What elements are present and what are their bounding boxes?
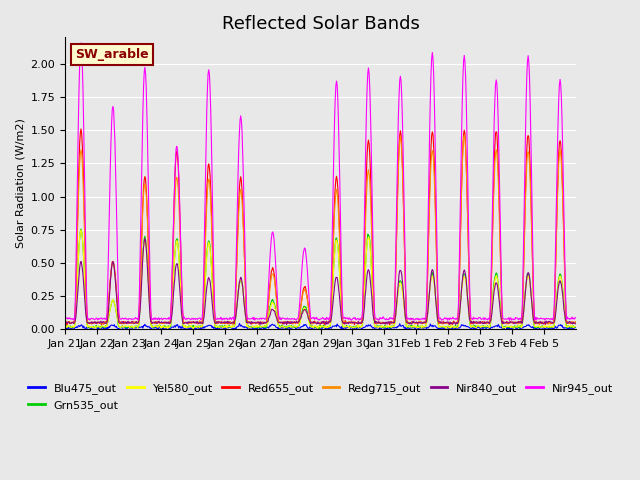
Blu475_out [241,324,249,330]
Red655_out [216,320,223,325]
Nir840_out [241,306,248,312]
Line: Yel580_out: Yel580_out [65,230,575,329]
Nir945_out [61,315,69,321]
Yel580_out [61,324,69,330]
Grn535_out [77,226,85,232]
Nir840_out [61,320,69,326]
Redg715_out [121,320,129,325]
Blu475_out [261,325,269,331]
Grn535_out [216,323,223,329]
Yel580_out [374,324,381,330]
Blu475_out [403,325,410,331]
Grn535_out [260,324,268,330]
Blu475_out [572,324,579,330]
Blu475_out [63,326,71,332]
Red655_out [572,320,579,325]
Grn535_out [572,324,579,330]
Redg715_out [372,320,380,326]
Legend: Blu475_out, Grn535_out, Yel580_out, Red655_out, Redg715_out, Nir840_out, Nir945_: Blu475_out, Grn535_out, Yel580_out, Red6… [24,379,618,415]
Red655_out [122,319,129,325]
Nir945_out [402,284,410,290]
Grn535_out [122,324,129,330]
Redg715_out [240,245,248,251]
Nir945_out [373,316,381,322]
Red655_out [61,320,69,325]
Redg715_out [536,322,543,327]
Line: Nir840_out: Nir840_out [65,239,575,324]
Redg715_out [401,270,409,276]
Line: Redg715_out: Redg715_out [65,135,575,324]
Grn535_out [374,323,381,329]
Redg715_out [572,319,579,324]
Red655_out [241,260,248,265]
Redg715_out [259,320,267,326]
Nir945_out [260,315,268,321]
Nir840_out [374,320,381,325]
Nir945_out [122,315,129,321]
Red655_out [373,320,381,325]
Grn535_out [316,326,323,332]
Nir945_out [216,316,223,322]
Yel580_out [572,324,579,329]
Grn535_out [403,323,410,329]
Yel580_out [189,326,197,332]
Nir840_out [141,236,148,241]
Nir840_out [283,322,291,327]
Nir945_out [506,318,513,324]
Redg715_out [460,132,468,138]
Nir840_out [403,319,410,325]
Text: SW_arable: SW_arable [76,48,149,61]
Yel580_out [261,324,269,329]
Nir945_out [241,231,248,237]
Blu475_out [374,325,381,331]
Redg715_out [215,320,223,326]
Red655_out [260,320,268,325]
Blu475_out [122,325,129,331]
Red655_out [403,314,410,320]
Yel580_out [77,227,85,233]
Nir945_out [77,40,85,46]
Blu475_out [61,324,69,330]
Grn535_out [241,305,248,311]
Nir945_out [572,315,579,321]
Title: Reflected Solar Bands: Reflected Solar Bands [221,15,419,33]
Y-axis label: Solar Radiation (W/m2): Solar Radiation (W/m2) [15,119,25,248]
Nir840_out [216,319,223,324]
Redg715_out [61,319,69,324]
Line: Grn535_out: Grn535_out [65,229,575,329]
Line: Red655_out: Red655_out [65,129,575,324]
Yel580_out [216,324,224,330]
Grn535_out [61,324,69,329]
Yel580_out [122,323,129,328]
Nir840_out [260,319,268,325]
Yel580_out [403,324,410,329]
Nir840_out [121,320,129,326]
Red655_out [77,126,85,132]
Red655_out [386,322,394,327]
Nir840_out [572,321,579,327]
Yel580_out [241,312,249,318]
Line: Nir945_out: Nir945_out [65,43,575,321]
Blu475_out [216,325,223,331]
Blu475_out [236,321,243,326]
Line: Blu475_out: Blu475_out [65,324,575,329]
